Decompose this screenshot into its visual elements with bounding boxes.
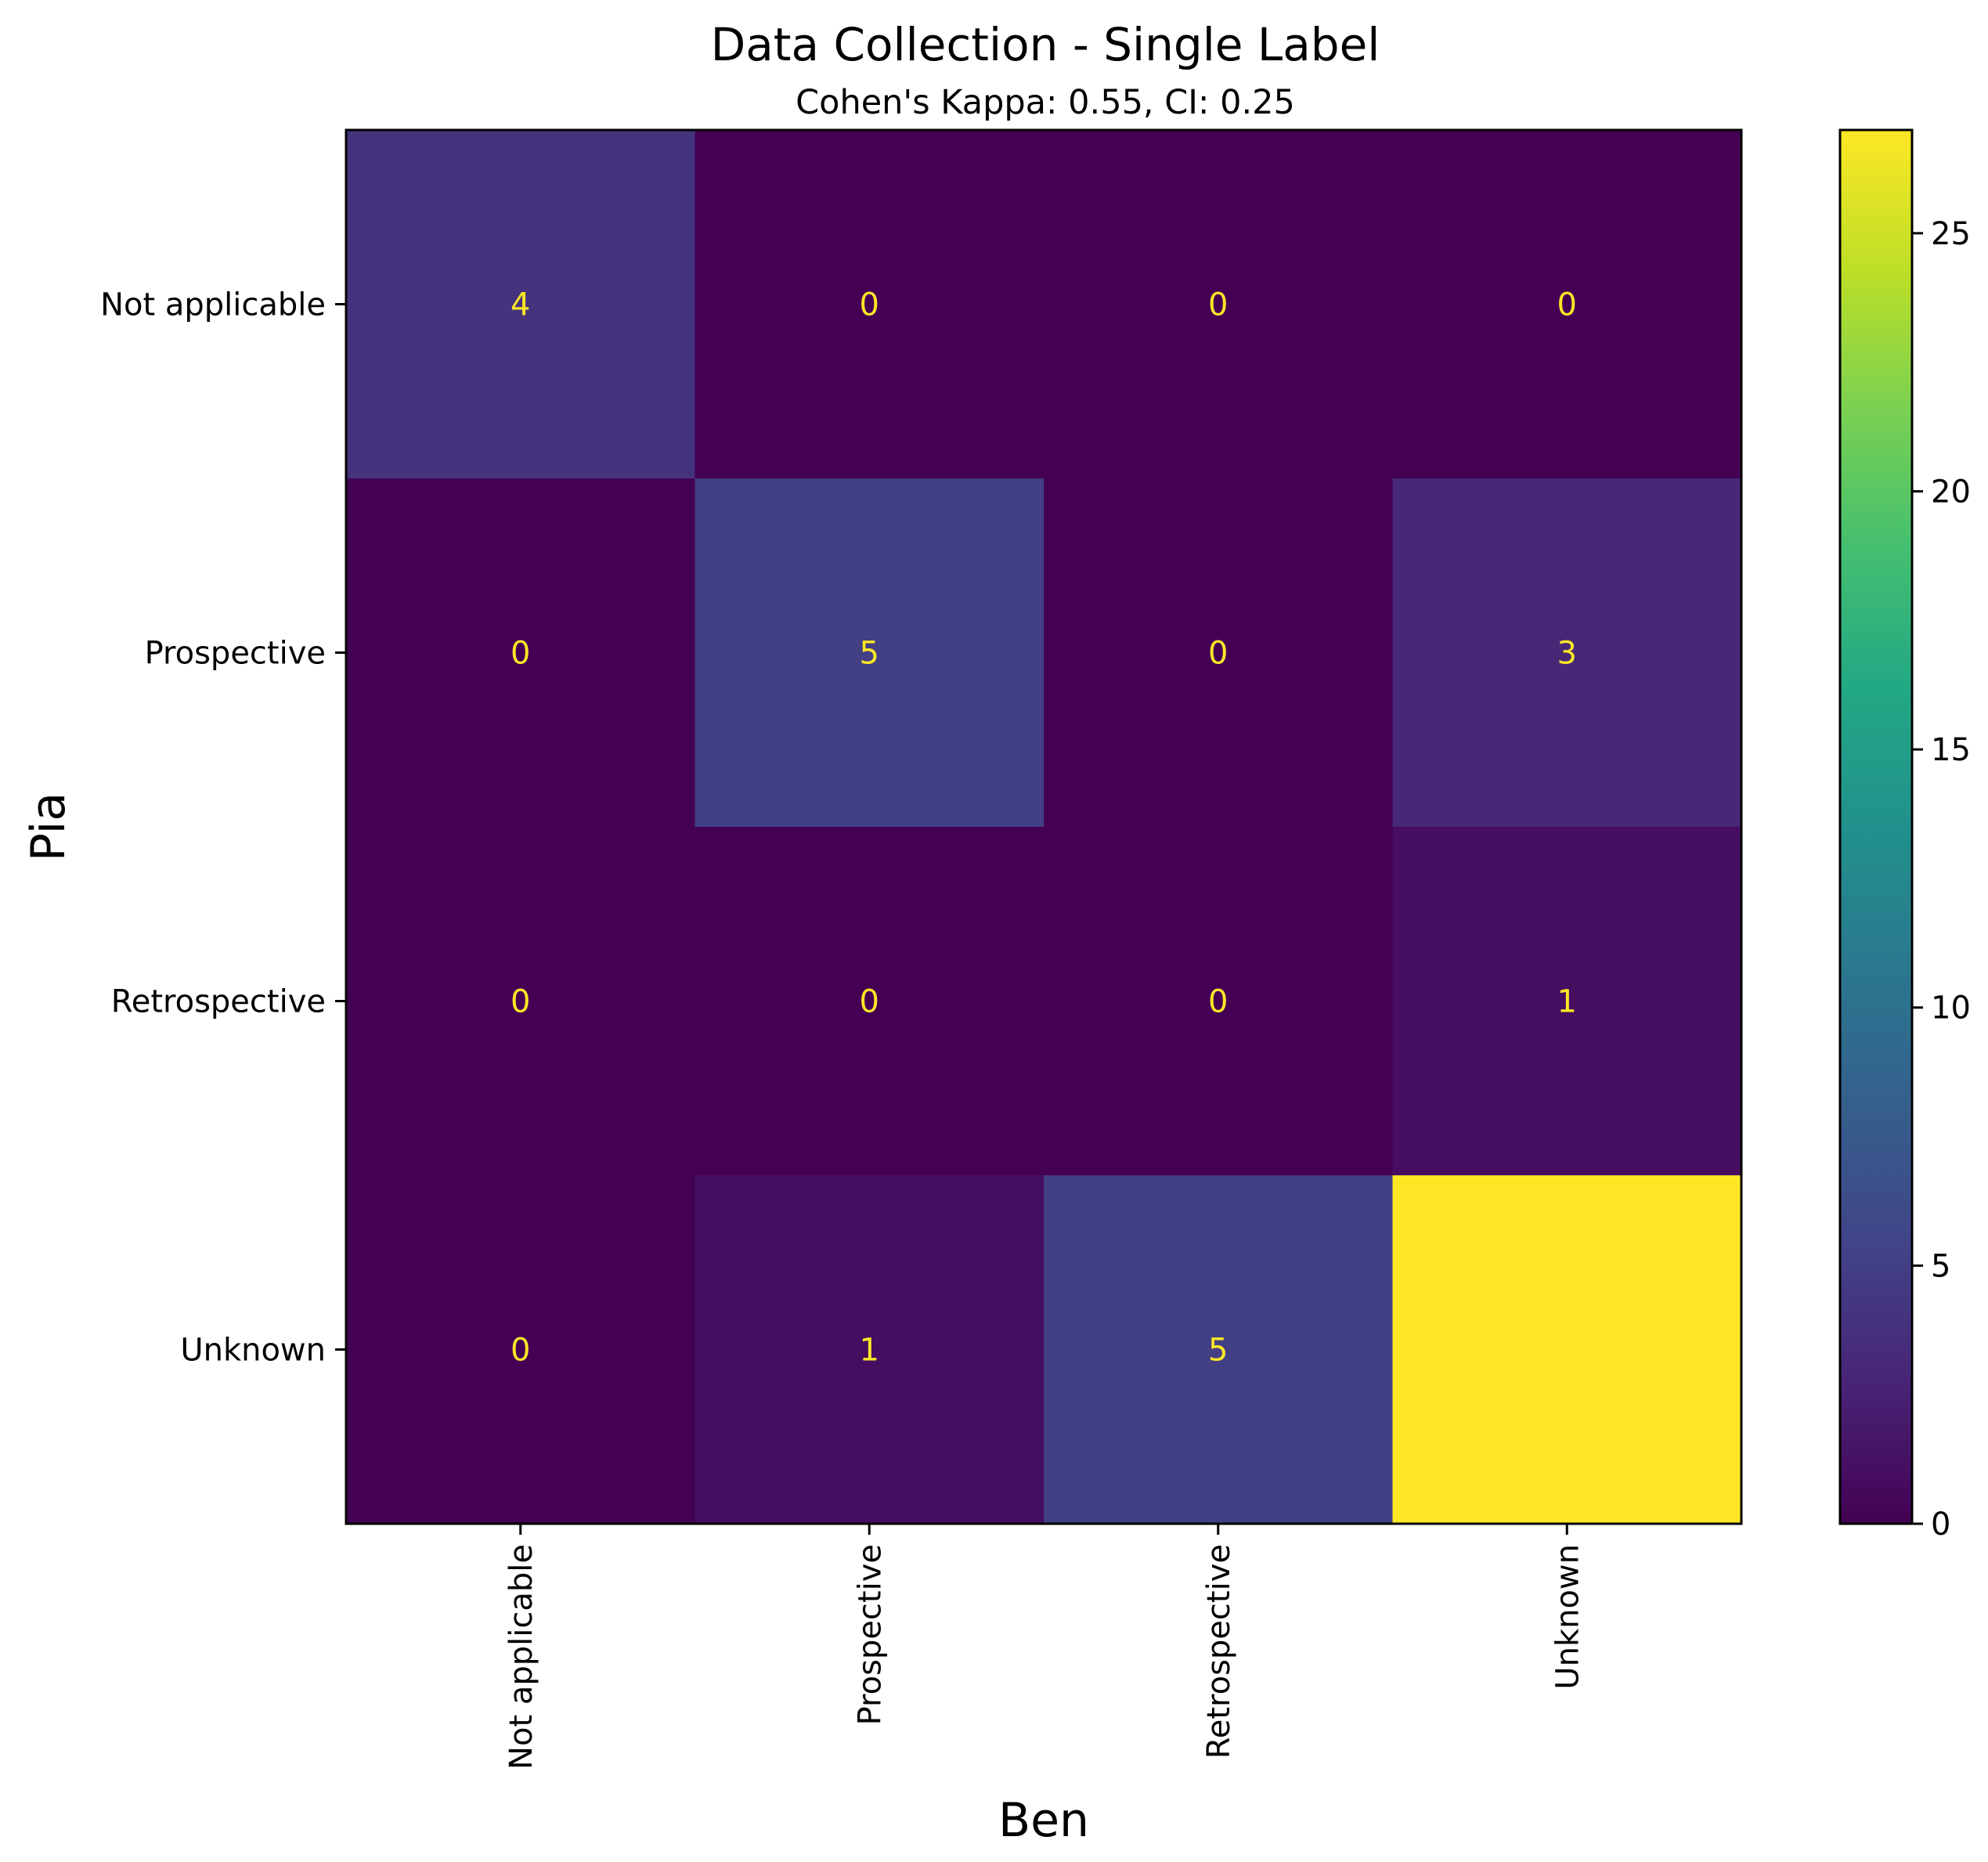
cell-value-label: 0 [1557,287,1577,323]
x-tick-label: Prospective [852,1544,888,1725]
colorbar [1840,130,1912,1524]
cell-value-label: 27 [1547,1333,1587,1369]
x-tick-label: Not applicable [503,1544,539,1770]
heatmap-cell [346,1175,695,1525]
colorbar-tick-label: 0 [1931,1507,1950,1543]
x-tick-label: Retrospective [1201,1544,1237,1759]
colorbar-tick-label: 10 [1931,991,1971,1027]
x-axis-ticks: Not applicable Prospective Retrospective Un… [503,1524,1586,1770]
heatmap-cell [1044,478,1393,828]
cell-value-label: 5 [860,636,879,672]
plot-frame [345,128,1743,1525]
cell-value-label: 4 [511,287,530,323]
chart-subtitle: Cohen's Kappa: 0.55, CI: 0.25 [796,83,1295,122]
colorbar-ticks: 0 5 10 15 20 25 [1912,216,1971,1543]
heatmap-cells [346,130,1742,1525]
heatmap-cell [1392,827,1742,1176]
heatmap-cell [1392,130,1742,479]
y-tick-label: Unknown [180,1333,326,1369]
y-tick-label: Prospective [145,636,326,672]
chart-title: Data Collection - Single Label [711,18,1380,71]
y-axis-label: Pia [21,792,76,861]
heatmap-cell [346,130,695,479]
cell-value-label: 0 [511,1333,530,1369]
heatmap-cell [1392,1175,1742,1525]
cell-value-label: 0 [860,984,879,1020]
heatmap-cell [1392,478,1742,828]
cell-value-label: 0 [860,287,879,323]
colorbar-tick-label: 20 [1931,474,1971,510]
colorbar-tick-label: 25 [1931,216,1971,252]
heatmap-cell [1044,130,1393,479]
cell-value-label: 0 [1208,287,1228,323]
cell-value-label: 0 [1208,636,1228,672]
cell-value-label: 0 [1208,984,1228,1020]
colorbar-frame [1838,128,1914,1525]
y-tick-label: Retrospective [111,984,326,1020]
heatmap-cell [346,478,695,828]
cell-value-label: 3 [1557,636,1577,672]
cell-value-label: 0 [511,984,530,1020]
y-tick-label: Not applicable [100,287,326,323]
colorbar-tick-label: 15 [1931,732,1971,768]
heatmap-cell [695,1175,1045,1525]
cell-annotations: 4 0 0 0 0 5 0 3 0 0 0 1 0 1 5 27 [511,287,1587,1369]
x-tick-label: Unknown [1550,1544,1586,1690]
colorbar-tick-label: 5 [1931,1248,1950,1284]
cell-value-label: 0 [511,636,530,672]
heatmap-cell [695,478,1045,828]
cell-value-label: 1 [1557,984,1577,1020]
heatmap-cell [695,130,1045,479]
cell-value-label: 1 [860,1333,879,1369]
heatmap-cell [1044,827,1393,1176]
heatmap-cell [1044,1175,1393,1525]
heatmap-cell [346,827,695,1176]
x-axis-label: Ben [998,1793,1089,1848]
cell-value-label: 5 [1208,1333,1228,1369]
heatmap-cell [695,827,1045,1176]
y-axis-ticks: Not applicable Prospective Retrospective Un… [100,287,346,1369]
